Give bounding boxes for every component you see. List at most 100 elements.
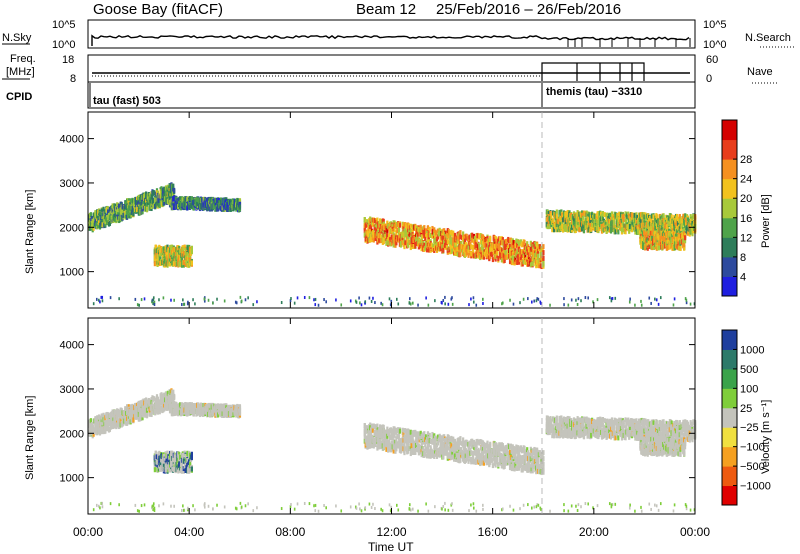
power-cell (449, 244, 452, 250)
power-cell (170, 257, 174, 263)
power-cell (403, 244, 406, 250)
power-cell (423, 225, 426, 231)
power-cell (475, 237, 478, 243)
power-cell (513, 259, 516, 265)
power-cell (163, 200, 166, 206)
power-cell (376, 217, 379, 223)
nsearch-label: N.Search (745, 32, 791, 44)
power-cell (617, 229, 620, 235)
power-cell (578, 222, 581, 228)
power-cell (398, 222, 402, 228)
power-cell (293, 301, 296, 305)
power-cell (142, 201, 145, 207)
nsky-tick-low: 10^0 (52, 39, 76, 51)
power-cell (100, 208, 103, 214)
power-cell (683, 235, 687, 241)
power-cell (426, 225, 430, 231)
velocity-cell (92, 431, 95, 437)
cpid-mode-2: themis (tau) −3310 (546, 86, 642, 98)
power-cell (500, 248, 504, 254)
power-cell (646, 237, 649, 243)
power-cell (620, 223, 624, 229)
nave-tick-low: 0 (706, 73, 712, 85)
power-cell (463, 238, 467, 244)
power-cell (280, 301, 283, 305)
power-cell (429, 233, 432, 239)
power-cell (403, 228, 406, 234)
velocity-cell (154, 403, 157, 409)
velocity-cell (116, 415, 119, 421)
power-cell (535, 299, 538, 303)
velocity-cell (107, 412, 110, 418)
power-cell (360, 303, 363, 307)
nsearch-tick-high: 10^5 (703, 19, 727, 31)
power-cell (674, 236, 678, 242)
power-cell (592, 300, 594, 304)
velocity-cell (97, 429, 100, 435)
power-cell (677, 230, 681, 236)
power-cell (522, 258, 525, 264)
power-cell (381, 303, 384, 307)
power-cell (472, 300, 475, 304)
power-cell (113, 213, 116, 219)
power-cell (451, 248, 454, 254)
velocity-cell (116, 412, 120, 418)
power-cell (668, 244, 671, 250)
velocity-cell (102, 412, 105, 418)
power-cell (527, 247, 531, 253)
power-cell (109, 296, 112, 300)
power-cell (116, 209, 119, 215)
power-cell (470, 244, 473, 250)
power-cell (671, 224, 674, 230)
power-cell (151, 195, 154, 201)
power-cell (369, 216, 372, 222)
power-cell (154, 197, 157, 203)
power-cell (551, 227, 554, 233)
power-cell (396, 297, 398, 301)
power-cell (555, 209, 558, 215)
power-cell (107, 209, 110, 215)
station-title: Goose Bay (fitACF) (93, 1, 223, 18)
power-cell (494, 256, 497, 262)
power-cell (618, 211, 621, 217)
power-cell (424, 235, 427, 241)
power-cell (681, 222, 684, 228)
power-cell (240, 299, 243, 303)
power-cell (459, 234, 462, 240)
power-cell (378, 237, 381, 243)
power-cell (159, 256, 162, 262)
velocity-cell (104, 425, 107, 431)
power-cell (190, 196, 193, 202)
power-cell (682, 238, 685, 244)
power-cell (663, 236, 667, 242)
power-cell (104, 219, 107, 225)
power-cell (188, 196, 192, 202)
power-cell (661, 220, 664, 226)
power-cell (163, 251, 166, 257)
power-cell (624, 229, 627, 235)
power-cell (172, 196, 175, 202)
power-cell (628, 219, 632, 225)
power-cell (475, 303, 478, 307)
power-cell (335, 298, 337, 302)
power-cell (641, 235, 644, 241)
power-cell (314, 297, 317, 301)
power-cell (542, 250, 545, 256)
power-heatmap-cells (88, 182, 697, 307)
power-cell (92, 225, 95, 231)
power-cell (471, 232, 474, 238)
power-cell (577, 297, 580, 301)
power-cell (169, 261, 172, 267)
power-cell (367, 234, 370, 240)
power-cell (587, 216, 590, 222)
power-cell (609, 212, 612, 218)
power-cell (540, 301, 542, 305)
power-cell (491, 257, 495, 263)
power-cell (533, 299, 536, 303)
power-cell (472, 296, 475, 300)
power-cell (651, 230, 654, 236)
power-cell (88, 225, 92, 231)
power-cell (683, 227, 686, 233)
power-cell (590, 217, 593, 223)
power-cell (670, 214, 673, 220)
